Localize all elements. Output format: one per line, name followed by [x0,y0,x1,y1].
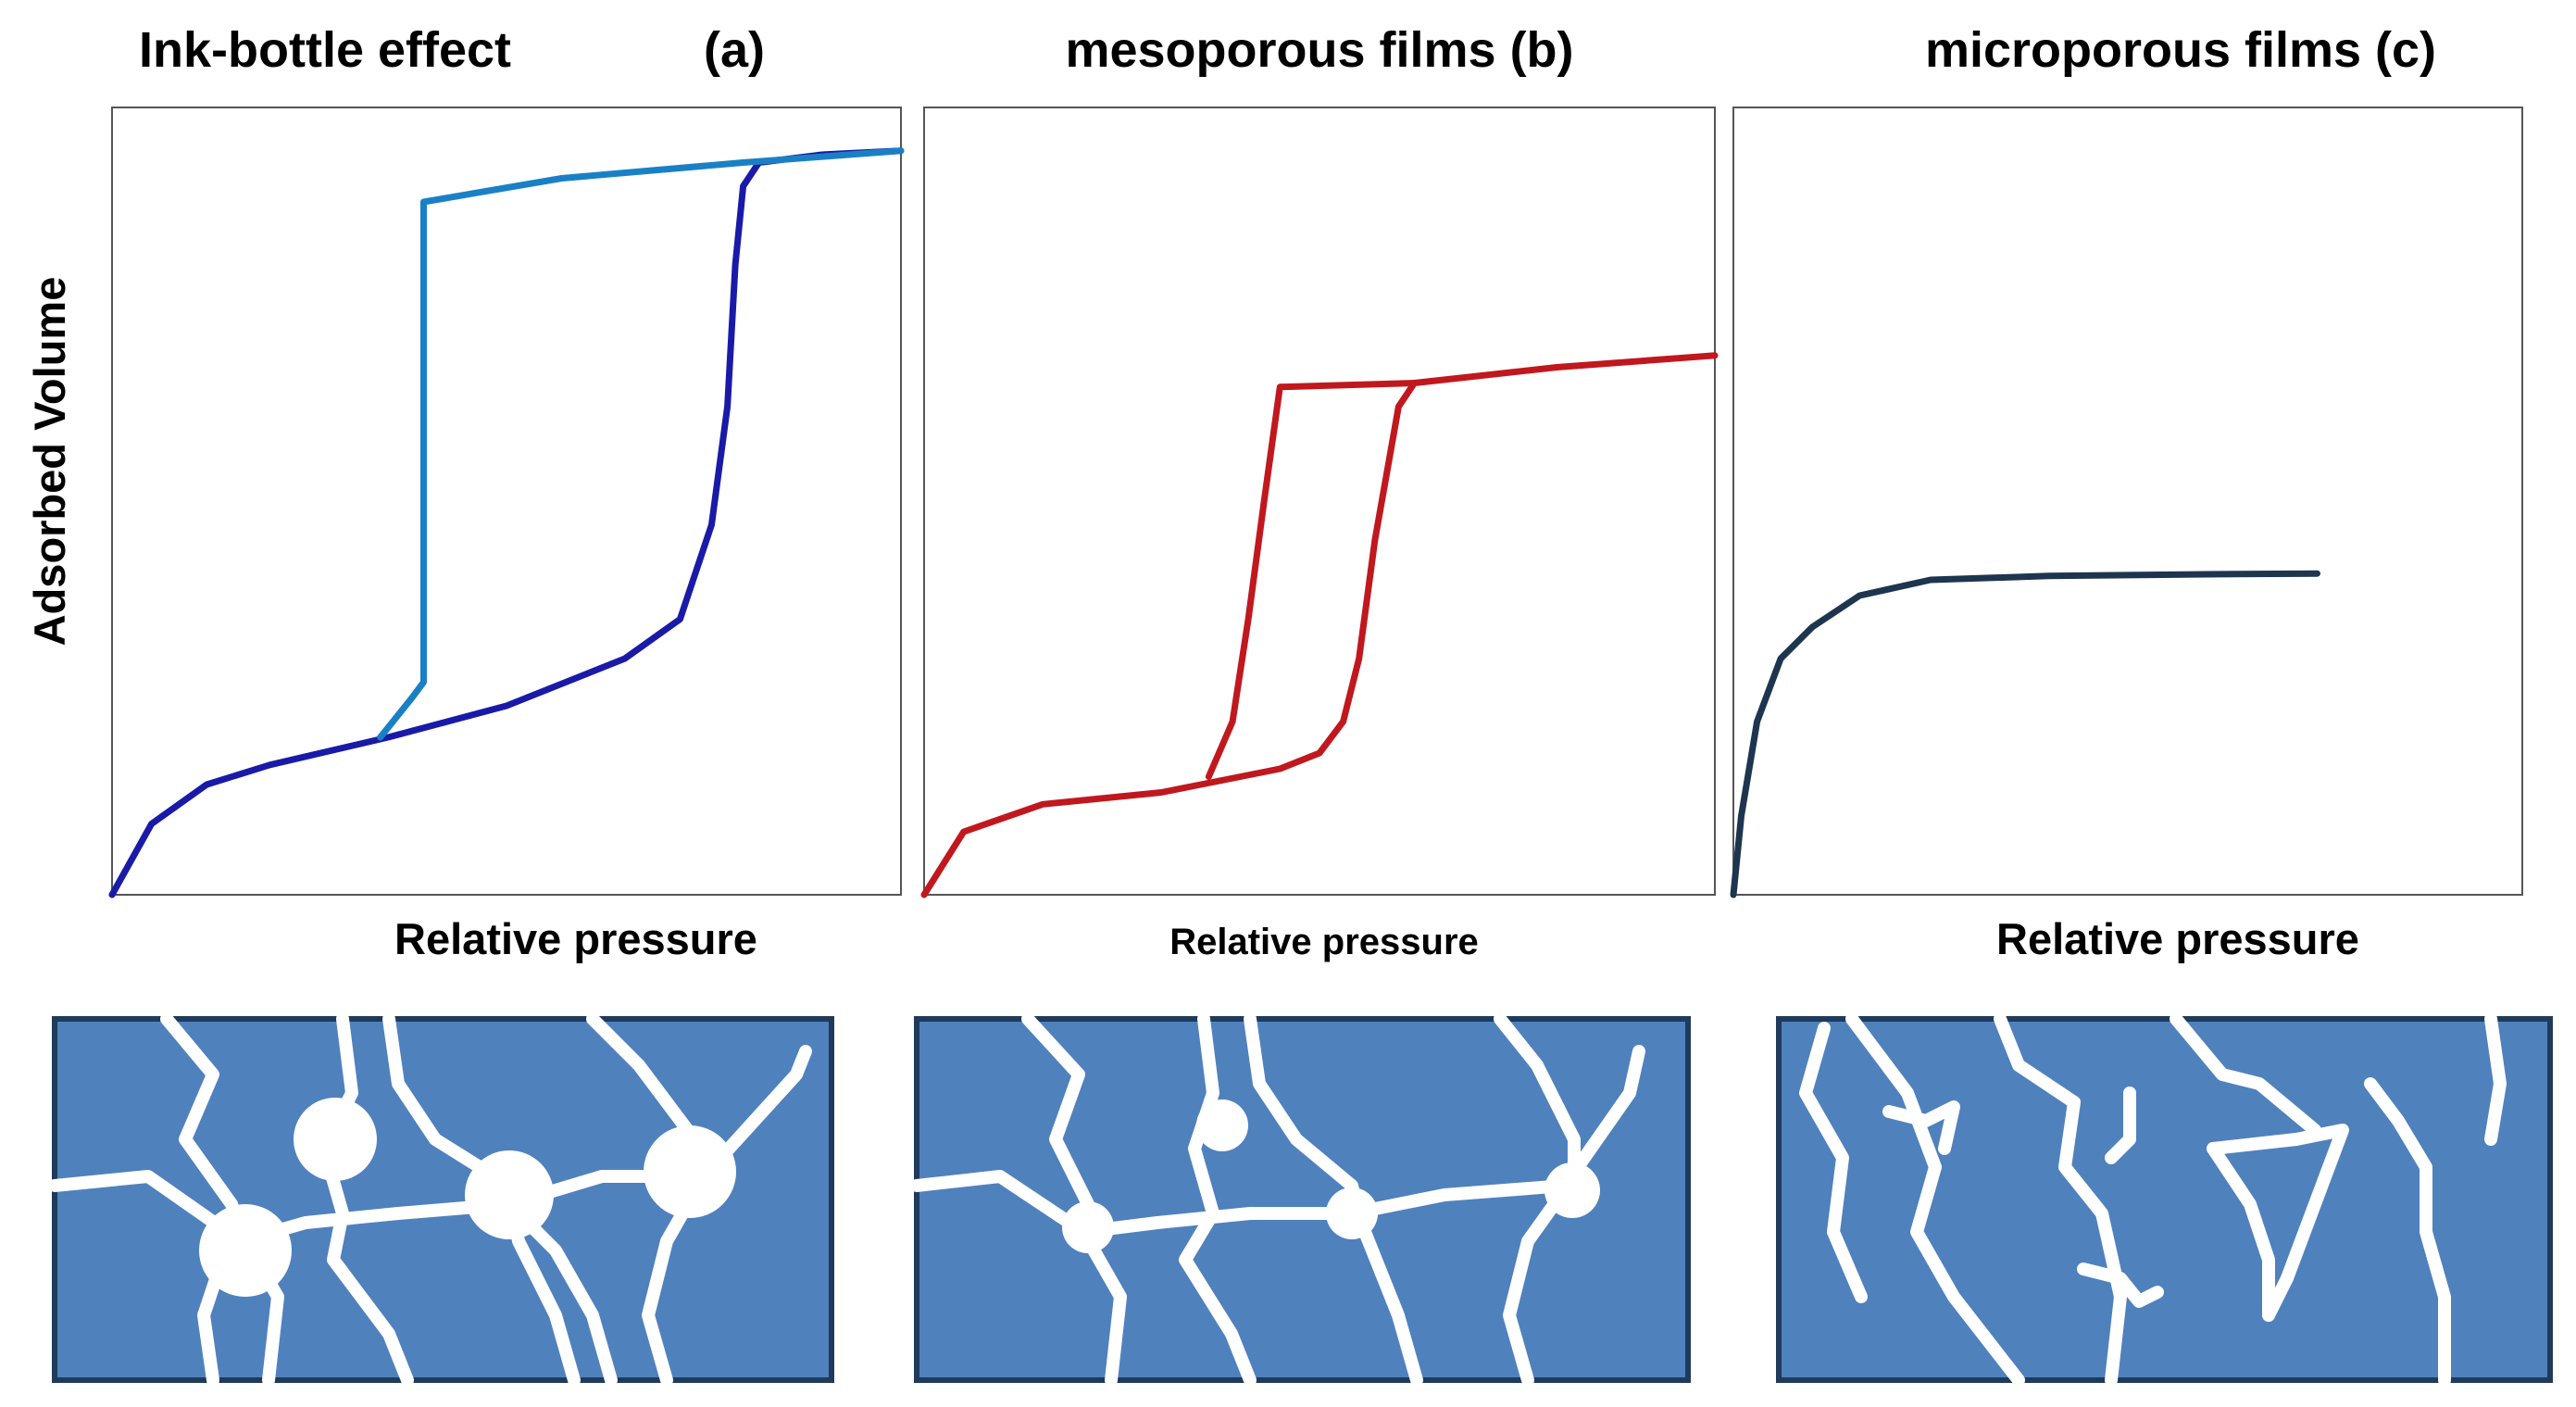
chart-title: Ink-bottle effect [139,22,511,78]
panel-label: (a) [704,22,765,78]
y-axis-label: Adsorbed Volume [25,277,74,647]
curve [1205,380,1418,780]
plot-frame [923,107,1716,896]
plot-frame [111,107,902,896]
chart-title: mesoporous films (b) [1065,22,1573,78]
pore-schematic-c [1776,1012,2553,1387]
curve [1730,570,2320,898]
pore-schematic-a [48,1012,834,1387]
x-axis-label: Relative pressure [1169,922,1479,962]
curve [377,147,905,741]
pore-schematic-b [910,1012,1691,1387]
curve [920,352,1719,898]
x-axis-label: Relative pressure [1996,914,2359,963]
curve [108,147,905,898]
x-axis-label: Relative pressure [394,914,757,963]
chart-title: microporous films (c) [1925,22,2436,78]
plot-frame [1732,107,2523,896]
